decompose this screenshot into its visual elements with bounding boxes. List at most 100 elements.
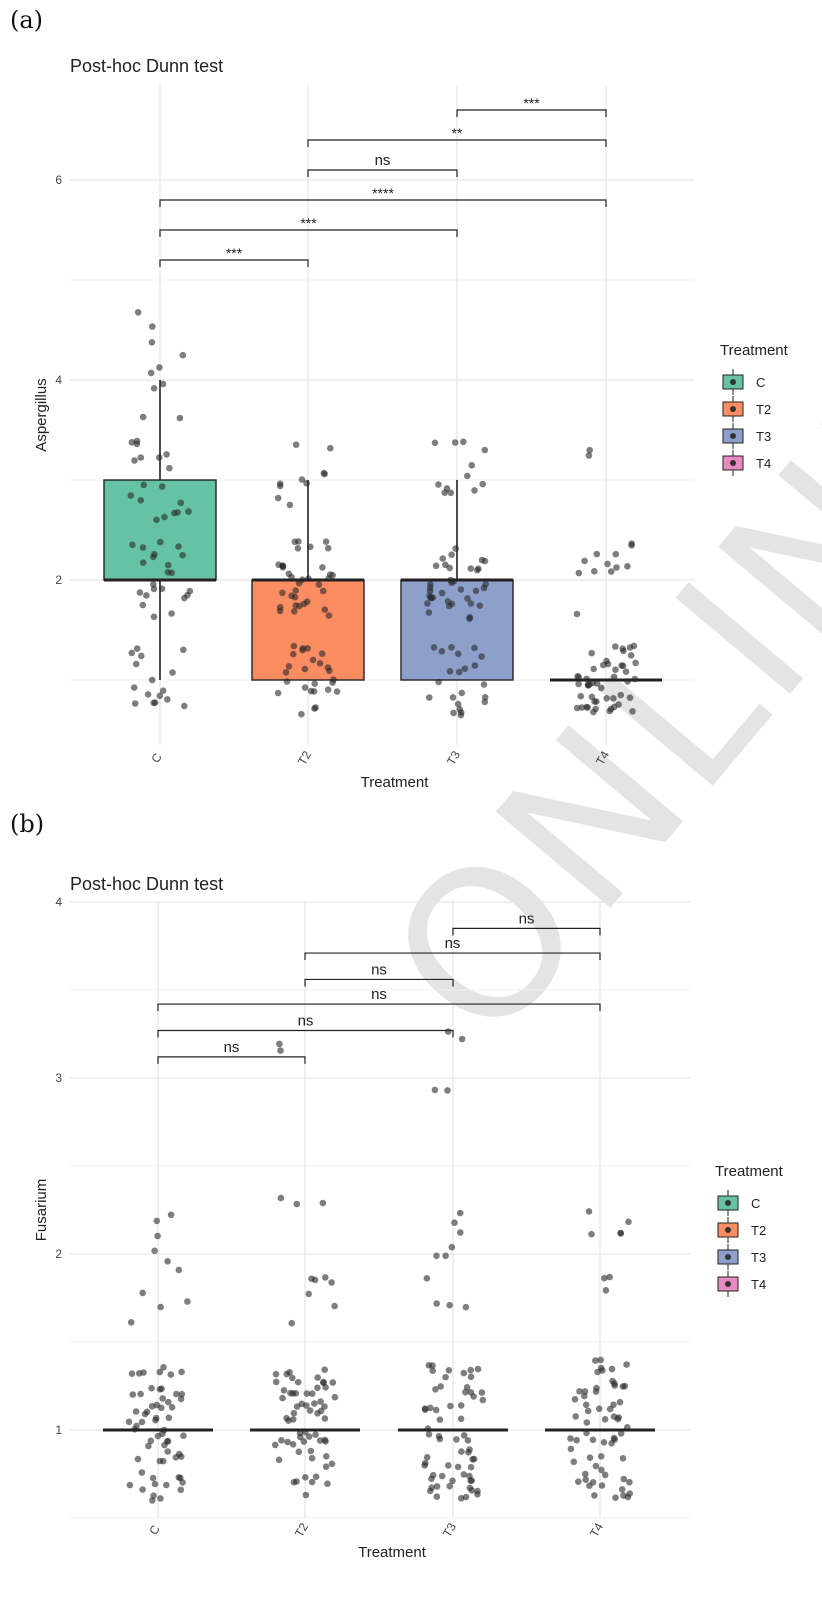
jitter-point [628,542,635,549]
bracket-line [304,978,454,987]
jitter-point [458,689,466,697]
jitter-point [460,1432,468,1439]
jitter-point [315,581,323,588]
jitter-point [583,1429,590,1437]
jitter-point [309,1390,316,1397]
jitter-point [617,1229,624,1237]
jitter-point [307,687,315,695]
jitter-point [586,446,593,454]
jitter-point [321,1436,329,1444]
jitter-point [319,587,327,595]
jitter-point [177,1474,184,1482]
jitter-point [274,494,282,502]
jitter-point [286,501,294,509]
jitter-point [129,541,136,549]
jitter-point [299,576,306,583]
jitter-point [156,1457,164,1465]
bracket-line [157,1003,601,1012]
jitter-point [297,1433,304,1441]
jitter-point [299,645,307,652]
jitter-point [469,1456,476,1463]
legend-item: T2 [717,1217,766,1243]
jitter-point [279,589,286,597]
jitter-points [125,1028,633,1504]
comparison-bracket: ns [157,1039,306,1064]
jitter-point [573,1436,580,1444]
significance-label: *** [226,245,243,261]
comparison-bracket: ** [307,125,607,147]
jitter-point [159,1395,166,1402]
legend-key-point [730,460,736,466]
jitter-point [286,1369,293,1376]
bracket-line [456,109,607,117]
jitter-point [130,684,138,691]
jitter-point [292,1390,300,1397]
jitter-point [327,444,334,452]
jitter-point [153,1217,161,1225]
jitter-point [137,1390,144,1398]
comparison-bracket: *** [456,95,607,117]
jitter-point [431,1086,439,1094]
jitter-point [478,1389,486,1396]
jitter-point [160,1426,168,1434]
jitter-point [164,696,171,703]
jitter-point [629,708,636,715]
legend-item: T4 [717,1271,766,1297]
jitter-point [616,1398,624,1406]
jitter-point [179,551,186,559]
jitter-point [324,664,332,671]
jitter-point [582,1476,589,1483]
jitter-point [158,1385,165,1392]
jitter-point [277,1194,285,1202]
jitter-point [290,1409,298,1417]
jitter-point [305,1290,313,1298]
jitter-point [570,1458,578,1466]
jitter-point [468,1487,476,1494]
jitter-point [446,668,454,675]
jitter-point [164,561,172,569]
jitter-point [158,585,166,592]
jitter-point [457,1415,465,1423]
jitter-point [458,1035,466,1043]
jitter-point [272,1370,280,1378]
jitter-point [143,592,150,599]
jitter-point [179,351,187,359]
jitter-point [435,678,442,686]
jitter-point [623,1361,630,1368]
jitter-point [127,1319,135,1326]
y-tick-label: 6 [55,173,62,187]
jitter-point [137,454,145,461]
jitter-point [184,1298,191,1305]
jitter-point [591,568,598,575]
jitter-point [597,684,605,692]
bracket-line [304,952,601,961]
jitter-point [475,565,482,572]
jitter-point [290,642,298,650]
legend-item: C [717,1190,760,1216]
x-tick-label: T3 [440,1520,459,1539]
jitter-point [610,695,617,702]
jitter-point [139,1486,146,1493]
jitter-point [611,1380,618,1387]
y-axis-label: Aspergillus [33,378,50,451]
jitter-point [145,1442,152,1450]
jitter-point [619,662,627,670]
jitter-point [305,575,312,582]
jitter-point [164,1448,171,1455]
jitter-point [271,1441,279,1449]
jitter-point [449,1477,456,1485]
jitter-point [603,657,610,665]
jitter-point [158,483,166,490]
jitter-point [151,1480,159,1488]
significance-label: **** [372,185,394,201]
jitter-point [178,1368,185,1376]
legend-label: T4 [756,456,771,471]
legend-title: Treatment [720,342,789,359]
jitter-point [153,516,160,524]
jitter-point [457,1402,465,1409]
jitter-point [471,487,478,494]
jitter-point [311,680,319,687]
jitter-point [438,1472,446,1480]
jitter-point [581,1388,589,1395]
jitter-point [312,1431,319,1438]
